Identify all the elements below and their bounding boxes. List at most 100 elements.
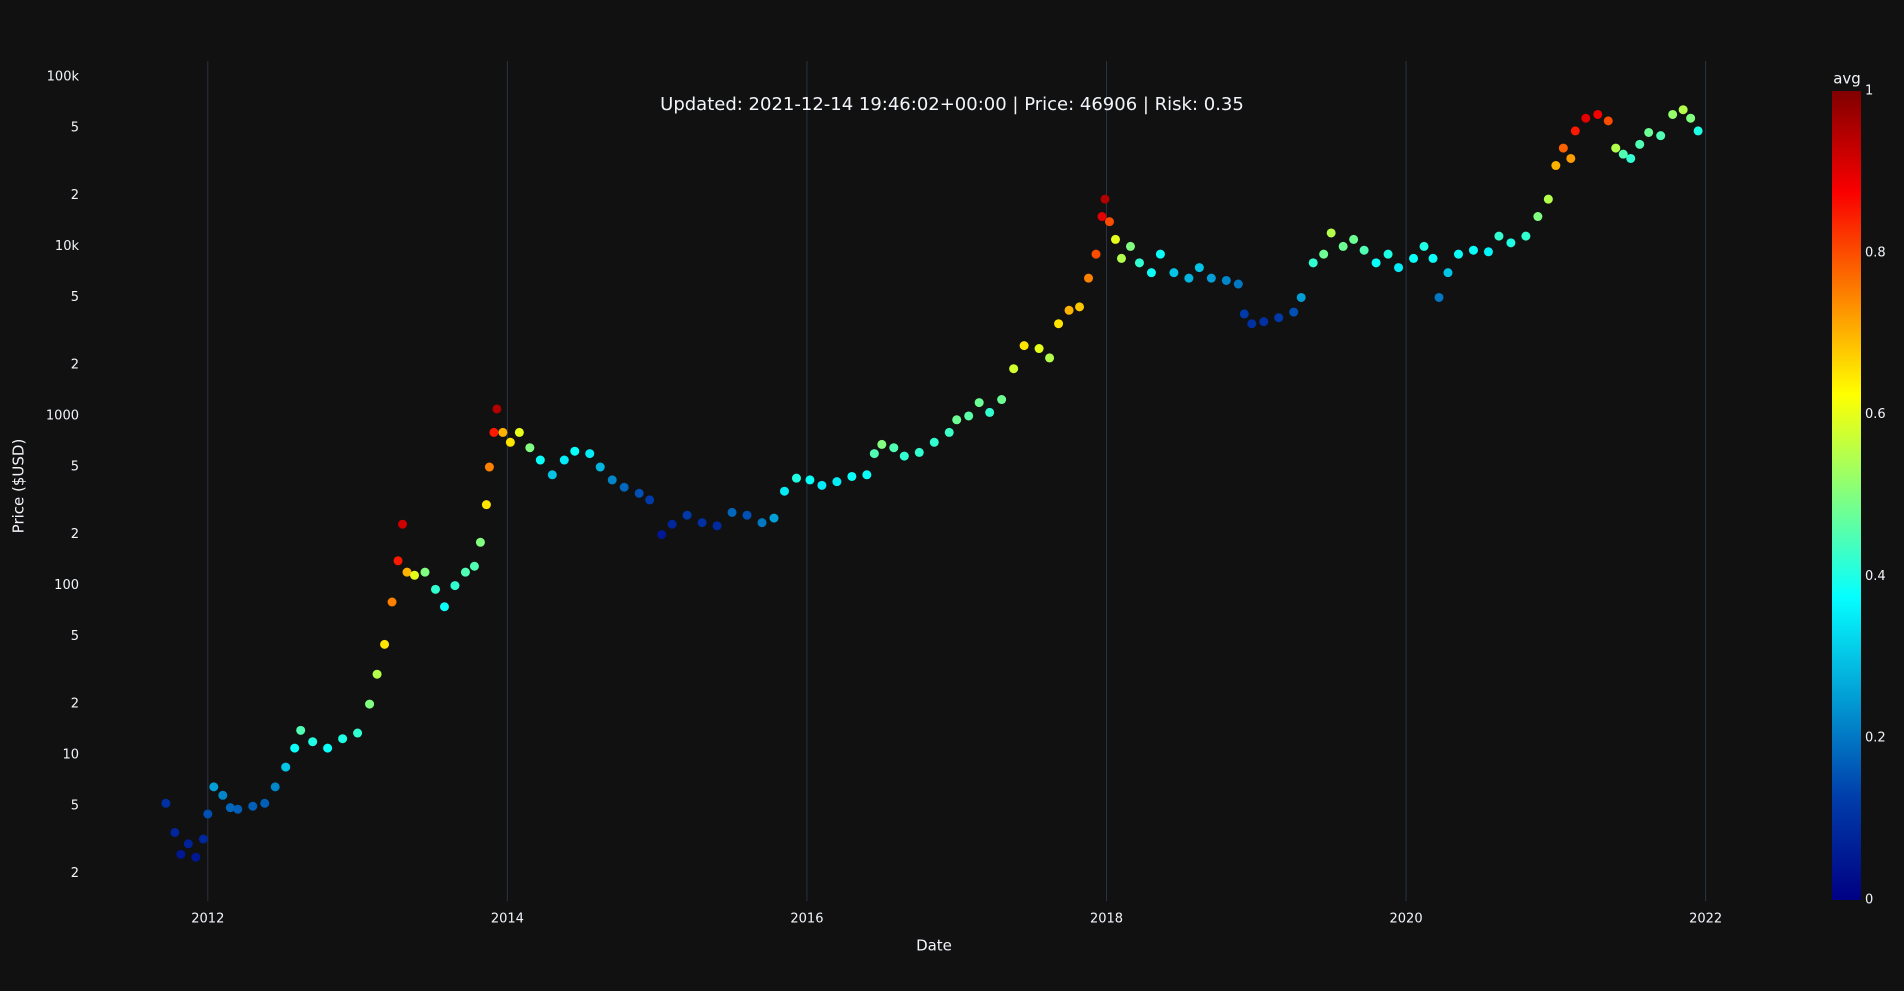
point (161, 798, 171, 808)
point (393, 556, 403, 566)
point (353, 728, 363, 738)
point (1693, 126, 1703, 136)
point (1019, 341, 1029, 351)
y-tick-label: 10 (62, 748, 79, 763)
point (974, 398, 984, 408)
x-tick-label: 2022 (1689, 912, 1722, 927)
colorbar (1832, 91, 1861, 900)
point (889, 443, 899, 453)
point (645, 495, 655, 505)
point (1521, 231, 1531, 241)
point (727, 507, 737, 517)
point (1603, 116, 1613, 126)
point (323, 743, 333, 753)
point (1064, 305, 1074, 315)
point (489, 427, 499, 437)
point (1644, 127, 1654, 137)
point (191, 852, 201, 862)
point (492, 404, 502, 414)
point (498, 427, 508, 437)
y-tick-label: 2 (71, 866, 79, 881)
chart-title: Updated: 2021-12-14 19:46:02+00:00 | Pri… (660, 94, 1244, 115)
point (308, 737, 318, 747)
point (769, 513, 779, 523)
point (176, 849, 186, 859)
point (439, 602, 449, 612)
point (1506, 238, 1516, 248)
y-tick-label: 2 (71, 697, 79, 712)
point (1239, 309, 1249, 319)
point (1169, 268, 1179, 278)
y-tick-label: 2 (71, 188, 79, 203)
point (402, 567, 412, 577)
point (1308, 258, 1318, 268)
point (505, 437, 515, 447)
point (1206, 273, 1216, 283)
point (1100, 194, 1110, 204)
point (585, 449, 595, 459)
point (869, 449, 879, 459)
point (1551, 161, 1561, 171)
y-tick-label: 100 (54, 578, 79, 593)
point (218, 790, 228, 800)
point (469, 561, 479, 571)
point (170, 827, 180, 837)
point (559, 455, 569, 465)
y-tick-label: 5 (71, 629, 79, 644)
point (1581, 113, 1591, 123)
point (914, 447, 924, 457)
point (1494, 231, 1504, 241)
point (203, 809, 213, 819)
point (1326, 228, 1336, 238)
point (1533, 212, 1543, 222)
point (862, 470, 872, 480)
point (248, 801, 258, 811)
point (1338, 241, 1348, 251)
point (832, 477, 842, 487)
point (547, 470, 557, 480)
point (1656, 131, 1666, 141)
point (1116, 253, 1126, 263)
point (1678, 105, 1688, 115)
point (657, 530, 667, 540)
point (514, 427, 524, 437)
point (1359, 245, 1369, 255)
point (1054, 319, 1064, 329)
point (1134, 258, 1144, 268)
point (296, 725, 306, 735)
point (260, 798, 270, 808)
x-axis-title: Date (916, 937, 952, 955)
point (1221, 275, 1231, 285)
point (1155, 249, 1165, 259)
point (779, 486, 789, 496)
x-tick-label: 2016 (790, 912, 823, 927)
point (1146, 268, 1156, 278)
point (1570, 126, 1580, 136)
point (1045, 353, 1055, 363)
point (1091, 249, 1101, 259)
point (1034, 344, 1044, 354)
point (281, 762, 291, 772)
point (1593, 109, 1603, 119)
point (198, 834, 208, 844)
y-tick-label: 10k (55, 239, 80, 254)
point (817, 480, 827, 490)
point (952, 415, 962, 425)
point (899, 451, 909, 461)
point (791, 473, 801, 483)
point (1483, 247, 1493, 257)
point (481, 500, 491, 510)
point (420, 567, 430, 577)
y-tick-label: 5 (71, 799, 79, 814)
point (290, 743, 300, 753)
point (877, 439, 887, 449)
point (1125, 241, 1135, 251)
y-tick-label: 5 (71, 120, 79, 135)
point (365, 699, 375, 709)
point (387, 597, 397, 607)
x-tick-label: 2012 (191, 912, 224, 927)
point (1468, 245, 1478, 255)
y-tick-label: 1000 (46, 408, 79, 423)
